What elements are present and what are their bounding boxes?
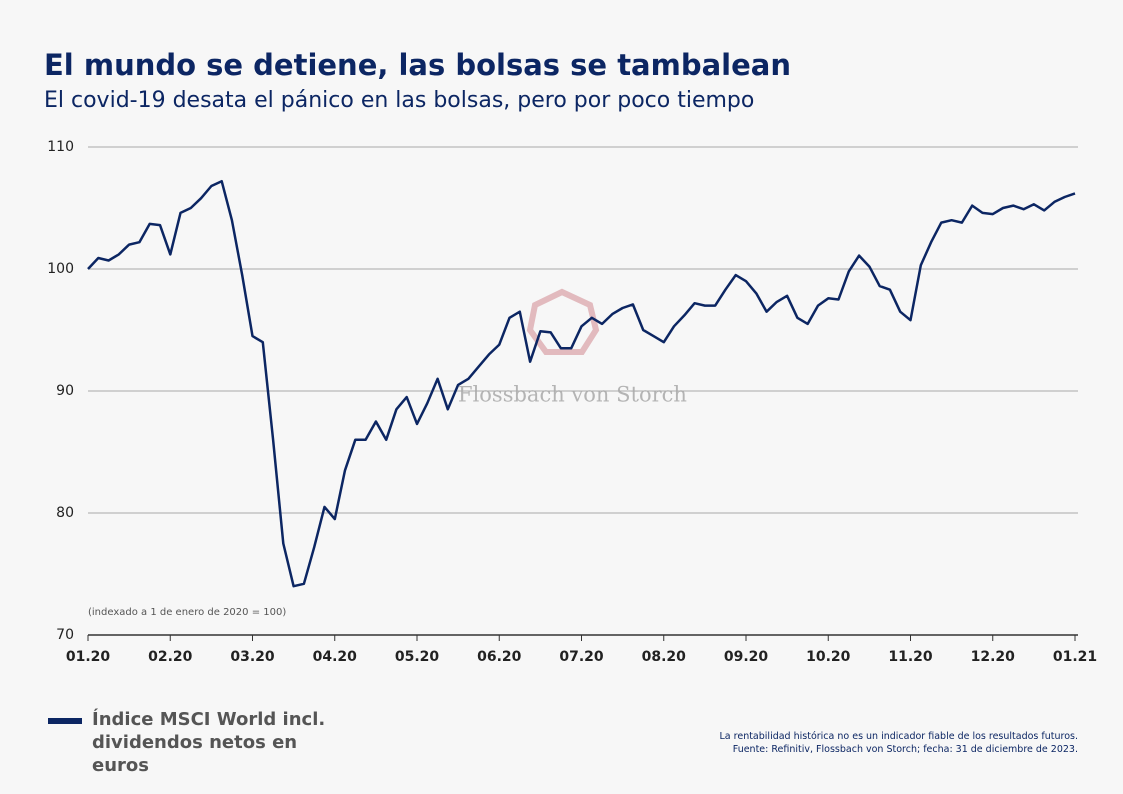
x-tick-label: 10.20 (806, 649, 851, 665)
x-tick-label: 02.20 (148, 649, 193, 665)
y-tick-label: 80 (56, 505, 74, 521)
watermark: Flossbach von Storch (458, 383, 687, 407)
x-tick-label: 03.20 (230, 649, 275, 665)
notes: La rentabilidad histórica no es un indic… (720, 730, 1078, 756)
annotation: (indexado a 1 de enero de 2020 = 100) (88, 607, 286, 618)
y-tick-label: 110 (47, 139, 74, 155)
x-tick-label: 07.20 (559, 649, 604, 665)
y-tick-label: 70 (56, 627, 74, 643)
legend-swatch (48, 718, 82, 724)
chart-title: El mundo se detiene, las bolsas se tamba… (44, 48, 791, 82)
watermark-logo (526, 288, 600, 355)
y-tick-label: 90 (56, 383, 74, 399)
x-tick-label: 11.20 (888, 649, 933, 665)
x-tick-label: 05.20 (395, 649, 440, 665)
data-line (87, 179, 1076, 588)
x-tick-label: 06.20 (477, 649, 522, 665)
note: La rentabilidad histórica no es un indic… (719, 731, 1078, 742)
legend-label: Índice MSCI World incl. dividendos netos… (92, 709, 326, 776)
legend: Índice MSCI World incl. dividendos netos… (48, 708, 352, 777)
chart-subtitle: El covid-19 desata el pánico en las bols… (44, 88, 754, 113)
y-tick-label: 100 (47, 261, 74, 277)
x-tick-label: 12.20 (971, 649, 1016, 665)
x-tick-label: 01.21 (1053, 649, 1097, 665)
x-tick-label: 04.20 (313, 649, 358, 665)
x-tick-label: 09.20 (724, 649, 769, 665)
x-tick-label: 01.20 (66, 649, 111, 665)
chart: El mundo se detiene, las bolsas se tamba… (44, 48, 1097, 665)
note: Fuente: Refinitiv, Flossbach von Storch;… (732, 744, 1078, 755)
x-tick-label: 08.20 (642, 649, 687, 665)
